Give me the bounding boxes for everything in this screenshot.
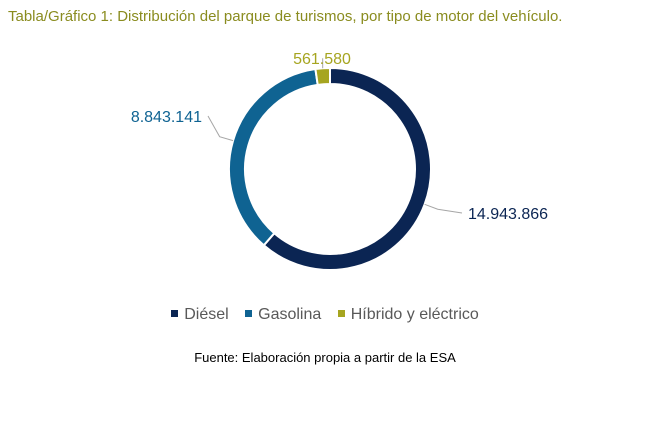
legend-item-diesel: Diésel <box>171 306 229 324</box>
legend-item-hibrido: Híbrido y eléctrico <box>337 306 479 324</box>
data-label-diesel: 14.943.866 <box>468 206 548 223</box>
legend-item-gasolina: Gasolina <box>245 306 321 324</box>
chart-title: Tabla/Gráfico 1: Distribución del parque… <box>8 8 563 25</box>
legend-swatch-gasolina <box>245 310 253 318</box>
donut-slice-gasolina <box>228 67 319 247</box>
donut-slice-hibrido <box>314 66 331 87</box>
donut-chart: 14.943.866 8.843.141 561.580 <box>131 51 548 271</box>
data-label-gasolina: 8.843.141 <box>131 109 202 126</box>
data-label-hibrido: 561.580 <box>293 51 351 68</box>
legend-swatch-diesel <box>171 310 179 318</box>
legend-label-diesel: Diésel <box>184 306 229 323</box>
source-note: Fuente: Elaboración propia a partir de l… <box>194 350 456 365</box>
leader-line-gasolina <box>207 115 234 142</box>
legend-label-hibrido: Híbrido y eléctrico <box>350 306 479 323</box>
legend-swatch-hibrido <box>337 310 345 318</box>
legend: Diésel Gasolina Híbrido y eléctrico <box>0 306 650 324</box>
donut-slice-diesel <box>262 66 432 271</box>
legend-label-gasolina: Gasolina <box>258 306 322 323</box>
leader-line-diesel <box>424 203 463 214</box>
